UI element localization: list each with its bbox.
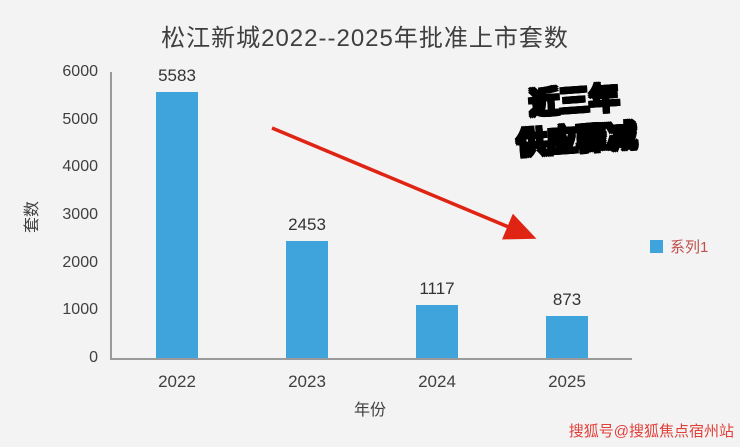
bar-2025 [546, 316, 588, 358]
bar-2022 [156, 91, 198, 358]
y-tick-label: 1000 [62, 301, 98, 319]
bar-2024 [416, 304, 458, 358]
x-tick-label: 2025 [548, 372, 586, 391]
legend-swatch-icon [650, 240, 663, 253]
x-tick-label: 2022 [158, 372, 196, 391]
annotation-callout: 近三年 供应骤减 [466, 75, 686, 168]
y-tick-label: 6000 [62, 63, 98, 80]
y-tick-label: 3000 [62, 206, 98, 223]
y-tick-label: 5000 [62, 110, 98, 128]
chart-title: 松江新城2022--2025年批准上市套数 [161, 25, 569, 52]
x-axis-title: 年份 [353, 402, 386, 419]
bar-2023 [286, 241, 328, 358]
x-tick-label: 2024 [418, 372, 456, 391]
y-tick-label: 2000 [62, 253, 98, 271]
x-tick-label: 2023 [288, 372, 326, 391]
legend: 系列1 [650, 236, 708, 257]
y-axis-title: 套数 [24, 200, 42, 234]
plot-area: 0 1000 2000 3000 4000 5000 6000 5583 2022 2453 202… [62, 63, 632, 391]
legend-label: 系列1 [670, 239, 709, 256]
watermark: 搜狐号@搜狐焦点宿州站 [568, 423, 734, 440]
bar-value-label: 873 [552, 290, 582, 310]
bar-value-label: 2453 [288, 215, 326, 235]
y-tick-label: 0 [89, 349, 98, 366]
bar-value-label: 5583 [158, 65, 196, 85]
bar-value-label: 1117 [419, 278, 455, 298]
y-tick-label: 4000 [62, 158, 98, 176]
